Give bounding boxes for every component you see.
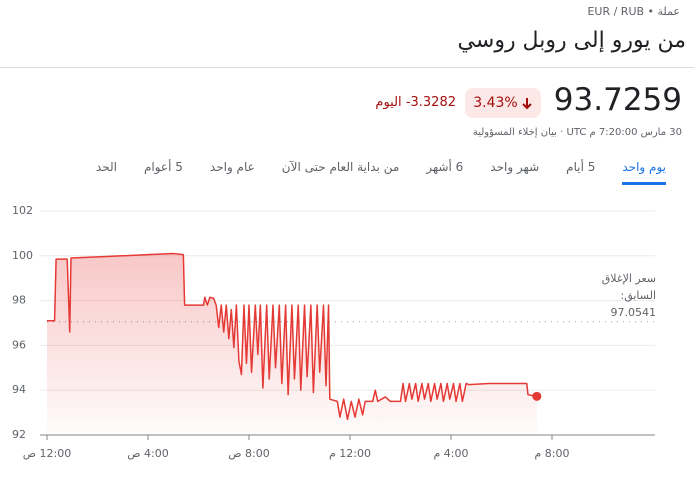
timestamp: 30 مارس 7:20:00 م UTC · [560, 127, 682, 138]
x-tick-label: 4:00 م [433, 447, 468, 460]
y-tick-label: 100 [12, 249, 33, 262]
change: -3.3282 اليوم [375, 95, 456, 110]
tab[interactable]: 5 أيام [566, 160, 596, 174]
price: 93.7259 [553, 82, 682, 118]
y-tick-label: 94 [12, 383, 26, 396]
change-label: اليوم [375, 95, 402, 110]
y-tick-label: 102 [12, 204, 33, 217]
y-tick-label: 98 [12, 294, 26, 307]
timestamp-line: 30 مارس 7:20:00 م UTC · بيان إخلاء المسؤ… [473, 127, 682, 138]
tab[interactable]: شهر واحد [490, 160, 540, 174]
disclaimer[interactable]: بيان إخلاء المسؤولية [472, 127, 557, 138]
last-point [532, 391, 542, 401]
change-value: -3.3282 [405, 95, 456, 110]
x-tick-label: 8:00 ص [228, 447, 270, 460]
line [47, 252, 537, 421]
x-tick-label: 12:00 م [329, 447, 371, 460]
breadcrumb: عملة • EUR / RUB [587, 5, 680, 18]
down-arrow [522, 98, 532, 110]
previous-close-label: سعر الإغلاق [602, 272, 656, 285]
tab[interactable]: يوم واحد [622, 160, 666, 185]
previous-close-label: السابق: [620, 289, 656, 303]
previous-close-value: 97.0541 [611, 306, 657, 319]
change-percent: 3.43% [473, 95, 518, 111]
y-tick-label: 92 [12, 428, 26, 441]
title: من يورو إلى روبل روسي [457, 28, 686, 53]
tab[interactable]: عام واحد [209, 160, 255, 174]
chart: 92 94 96 98 100 102 12:00 ص 4:00 ص 8:00 ص 12:00 م… [12, 204, 657, 460]
tabs: يوم واحد 5 أيام شهر واحد 6 أشهر من بداية الع… [96, 160, 666, 185]
x-tick-label: 4:00 ص [127, 447, 169, 460]
tab[interactable]: 5 أعوام [143, 160, 183, 174]
x-tick-label: 8:00 م [534, 447, 569, 460]
tab[interactable]: 6 أشهر [426, 160, 464, 174]
change-badge: 3.43% [465, 88, 541, 118]
tab[interactable]: الحد [95, 160, 117, 174]
x-tick-label: 12:00 ص [23, 447, 72, 460]
divider [0, 67, 694, 68]
tab[interactable]: من بداية العام حتى الآن [281, 160, 400, 174]
area [47, 253, 537, 435]
y-tick-label: 96 [12, 338, 26, 351]
